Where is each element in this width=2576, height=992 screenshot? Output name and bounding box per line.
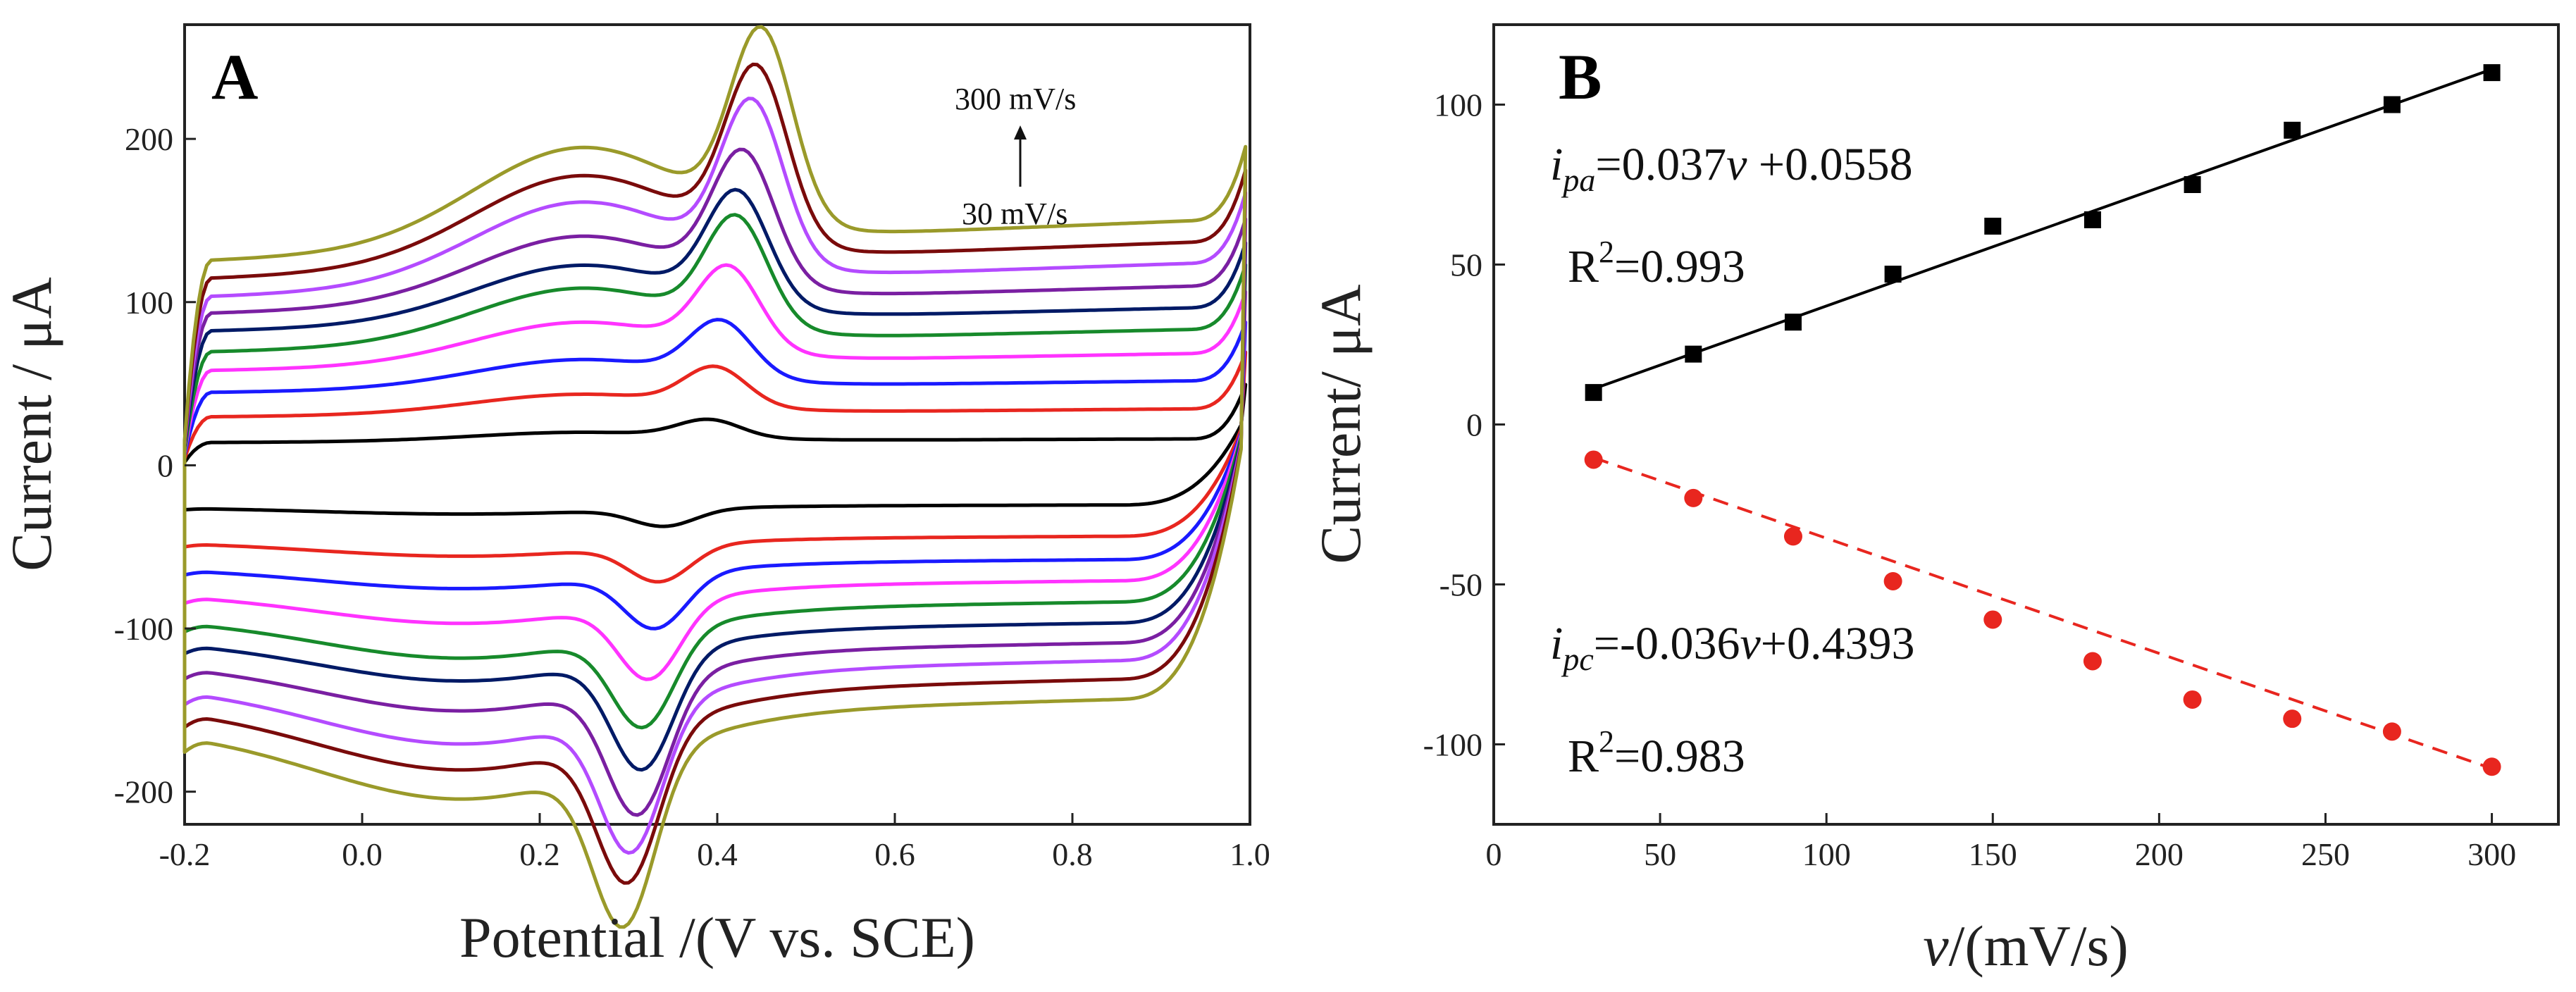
- panel-a-y-axis-title: Current / μA: [0, 277, 63, 571]
- panel-b-y-axis-title: Current/ μA: [1308, 285, 1373, 564]
- panel-b-x-ticks: 0 50 100 150 200 250 300: [1486, 813, 2516, 872]
- ipc-r-squared: R2=0.983: [1568, 724, 1745, 782]
- ipc-r-prefix: R: [1568, 731, 1599, 782]
- ipa-r-value: =0.993: [1614, 241, 1745, 292]
- panel-b-x-tick-label: 50: [1644, 836, 1676, 872]
- ipa-equation: ipa=0.037v +0.0558: [1550, 139, 1913, 198]
- panel-a-x-tick-label: 0.4: [697, 836, 738, 872]
- ipa-r-sup: 2: [1599, 235, 1614, 269]
- cv-curve: [182, 263, 1248, 681]
- data-point-ipc: [1983, 610, 2002, 629]
- ipa-r-squared: R2=0.993: [1568, 235, 1745, 292]
- scan-rate-annotation-top: 300 mV/s: [955, 82, 1076, 116]
- data-point-ipc: [2482, 757, 2501, 776]
- panel-b-x-tick-label: 300: [2467, 836, 2516, 872]
- ipa-r-prefix: R: [1568, 241, 1599, 292]
- ipa-symbol: i: [1550, 139, 1563, 190]
- ipc-intercept: +0.4393: [1761, 618, 1915, 669]
- panel-b-y-tick-label: -50: [1439, 567, 1482, 603]
- panel-a-y-tick-label: 0: [157, 447, 173, 483]
- ipc-r-value: =0.983: [1614, 731, 1745, 782]
- panel-a-curves: [182, 25, 1248, 929]
- panel-a-x-tick-label: 0.2: [519, 836, 560, 872]
- panel-b-x-tick-label: 150: [1969, 836, 2017, 872]
- panel-a-x-tick-label: 0.6: [874, 836, 915, 872]
- data-point-ipc: [2183, 690, 2202, 709]
- panel-a-x-tick-label: 0.0: [342, 836, 383, 872]
- ipa-variable: v: [1726, 139, 1747, 190]
- cv-curve: [182, 383, 1248, 528]
- ipc-slope: =-0.036: [1594, 618, 1740, 669]
- data-point-ipc: [2083, 652, 2102, 671]
- panel-b-y-tick-label: 100: [1434, 87, 1482, 123]
- panel-b-x-tick-label: 100: [1802, 836, 1851, 872]
- data-point-ipc: [1783, 527, 1802, 546]
- panel-b-x-tick-label: 0: [1486, 836, 1502, 872]
- fit-line-ipc: [1593, 456, 2493, 770]
- cv-curve: [182, 187, 1248, 772]
- panel-b-x-tick-label: 250: [2301, 836, 2350, 872]
- panel-a-y-tick-label: -200: [114, 774, 173, 810]
- ipc-subscript: pc: [1561, 641, 1593, 677]
- data-point-ipa: [2284, 121, 2301, 139]
- ipc-r-sup: 2: [1599, 724, 1614, 759]
- data-point-ipa: [1585, 384, 1602, 402]
- ipc-symbol: i: [1550, 618, 1563, 669]
- panel-b-y-tick-label: 50: [1450, 247, 1482, 283]
- panel-b-y-ticks: -100 -50 0 50 100: [1423, 87, 1505, 763]
- data-point-ipa: [2083, 211, 2101, 228]
- panel-b-x-axis-title: v/(mV/s): [1923, 914, 2129, 978]
- data-point-ipc: [2382, 722, 2401, 741]
- data-point-ipa: [1984, 218, 2002, 235]
- panel-b-x-axis-variable: v: [1923, 914, 1949, 978]
- panel-a-x-tick-label: 1.0: [1230, 836, 1270, 872]
- panel-a-x-tick-label: 0.8: [1052, 836, 1093, 872]
- panel-a-y-tick-label: 200: [125, 121, 173, 157]
- scan-rate-annotation-bottom: 30 mV/s: [962, 197, 1067, 231]
- panel-a-y-tick-label: 100: [125, 285, 173, 321]
- ipc-equation: ipc=-0.036v+0.4393: [1550, 618, 1915, 677]
- panel-b-points: [1584, 64, 2501, 776]
- panel-b-x-axis-unit: /(mV/s): [1949, 914, 2129, 978]
- panel-a-x-axis-title: Potential /(V vs. SCE): [459, 905, 975, 969]
- ipa-subscript: pa: [1561, 162, 1595, 198]
- panel-a-x-ticks: -0.2 0.0 0.2 0.4 0.6 0.8 1.0: [159, 813, 1270, 872]
- data-point-ipc: [1684, 488, 1703, 507]
- data-point-ipa: [2184, 176, 2201, 193]
- cv-curve: [182, 25, 1248, 929]
- data-point-ipa: [2383, 96, 2401, 113]
- data-point-ipc: [1584, 450, 1603, 469]
- panel-b-letter: B: [1559, 41, 1602, 113]
- scan-rate-arrow-head: [1014, 125, 1027, 140]
- panel-b-y-tick-label: 0: [1466, 407, 1482, 443]
- panel-b-y-tick-label: -100: [1423, 727, 1482, 763]
- data-point-ipa: [1784, 314, 1802, 331]
- panel-b-x-tick-label: 200: [2135, 836, 2184, 872]
- panel-b-fit-lines: [1592, 68, 2493, 770]
- panel-a-letter: A: [211, 41, 258, 113]
- data-point-ipa: [1685, 345, 1702, 363]
- ipa-intercept: +0.0558: [1747, 139, 1912, 190]
- data-point-ipa: [2483, 64, 2501, 82]
- fit-line-ipa: [1592, 68, 2493, 390]
- panel-a-y-tick-label: -100: [114, 611, 173, 647]
- ipc-variable: v: [1740, 618, 1761, 669]
- data-point-ipc: [2283, 709, 2302, 728]
- ipa-slope: =0.037: [1595, 139, 1726, 190]
- panel-a-y-ticks: -200 -100 0 100 200: [114, 121, 196, 810]
- data-point-ipa: [1884, 266, 1902, 283]
- panel-a: -0.2 0.0 0.2 0.4 0.6 0.8 1.0 -200 -100 0 100 200 A…: [0, 23, 1270, 969]
- panel-a-x-tick-label: -0.2: [159, 836, 211, 872]
- data-point-ipc: [1883, 571, 1902, 590]
- cv-curve: [182, 147, 1248, 817]
